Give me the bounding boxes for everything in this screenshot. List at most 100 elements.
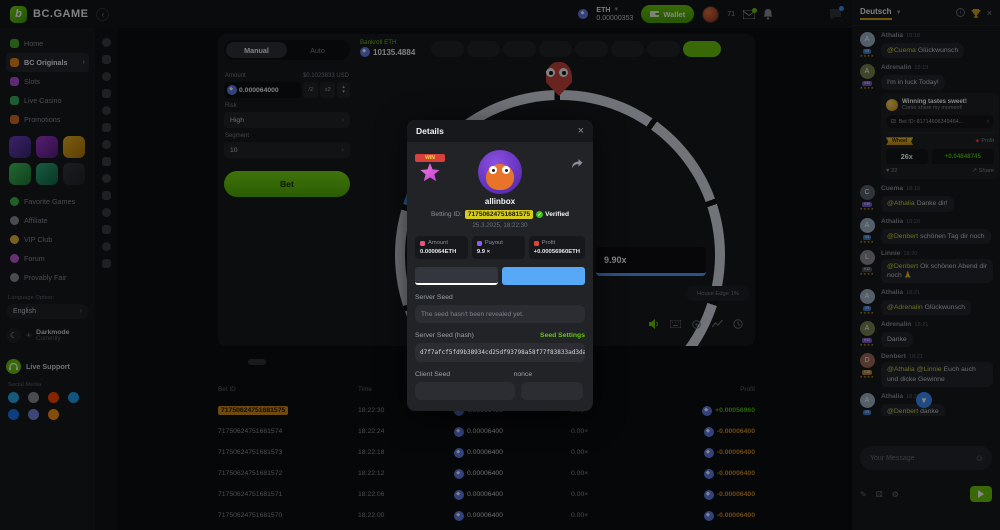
bet-id-cell[interactable]: 71750624751681574	[218, 428, 283, 435]
chat-username[interactable]: Adrenalin	[881, 321, 912, 329]
bet-id-cell[interactable]: 71750624751681570	[218, 512, 283, 519]
half-amount-button[interactable]: /2	[303, 82, 319, 98]
chat-username[interactable]: Linnie	[881, 249, 901, 257]
dice-icon[interactable]: ⚄	[875, 489, 883, 499]
amount-input[interactable]	[239, 82, 299, 98]
mention[interactable]: @Denbert	[887, 232, 919, 240]
plinko-game-icon[interactable]	[36, 136, 58, 158]
double-amount-button[interactable]: x2	[320, 82, 336, 98]
balance-selector[interactable]: ETH ▼ 0.00000353	[596, 7, 633, 22]
chat-rules-icon[interactable]: i	[955, 8, 965, 17]
history-result-chip[interactable]	[467, 41, 500, 57]
avatar[interactable]: A	[859, 289, 875, 305]
avatar[interactable]: A	[859, 32, 875, 47]
avatar[interactable]: A	[859, 217, 875, 233]
share-button[interactable]: ↗ Share	[972, 168, 994, 175]
chevron-down-icon[interactable]: ▼	[895, 9, 902, 16]
live-support-button[interactable]: Live Support	[6, 359, 89, 374]
sidebar-item[interactable]: Home	[6, 34, 89, 53]
close-icon[interactable]: ×	[577, 125, 584, 137]
sidebar-collapse-button[interactable]: ‹	[96, 7, 110, 21]
mini-game-icon[interactable]	[102, 38, 111, 47]
user-avatar[interactable]	[702, 5, 720, 23]
mini-game-icon[interactable]	[102, 208, 111, 217]
history-result-chip[interactable]	[575, 41, 608, 57]
sidebar-item[interactable]: Live Casino	[6, 91, 89, 110]
chat-username[interactable]: Athalia	[881, 32, 903, 39]
segment-select[interactable]: 10 ›	[224, 142, 350, 158]
mini-game-icon[interactable]	[102, 174, 111, 183]
stats-icon[interactable]	[711, 318, 723, 330]
send-message-button[interactable]	[970, 486, 992, 502]
bet-table-row[interactable]: 71750624751681574 18:22:24 0.00006400 0.…	[218, 421, 755, 442]
mention[interactable]: @Denbert	[887, 407, 919, 415]
mini-game-icon[interactable]	[102, 242, 111, 251]
history-result-chip[interactable]	[647, 41, 680, 57]
chat-username[interactable]: Athalia	[881, 289, 903, 297]
sound-icon[interactable]	[648, 318, 660, 330]
history-icon[interactable]	[732, 318, 744, 330]
emoji-icon[interactable]: ☺	[974, 453, 984, 463]
seed-settings-link[interactable]: Seed Settings	[540, 332, 585, 339]
chat-toggle-button[interactable]	[829, 6, 844, 20]
language-select[interactable]: English ›	[6, 304, 89, 319]
sidebar-item[interactable]: Provably Fair	[6, 268, 89, 287]
tab-auto[interactable]: Auto	[310, 45, 325, 55]
gif-icon[interactable]: ✎	[860, 489, 867, 499]
mini-game-icon[interactable]	[102, 72, 111, 81]
mention[interactable]: @Athalia @Linnie	[887, 366, 942, 374]
mini-game-icon[interactable]	[102, 89, 111, 98]
mini-game-icon[interactable]	[102, 157, 111, 166]
mini-game-icon[interactable]	[102, 106, 111, 115]
bc-logo-icon[interactable]: b	[10, 5, 27, 23]
bets-tab[interactable]	[248, 359, 266, 365]
dice-game-icon[interactable]	[63, 163, 85, 185]
mini-game-icon[interactable]	[102, 140, 111, 149]
chat-username[interactable]: Adrenalin	[881, 64, 912, 72]
scroll-to-bottom-button[interactable]: ▼	[916, 392, 932, 408]
bet-id-cell[interactable]: 71750624751681571	[218, 491, 283, 498]
sidebar-item[interactable]: Favorite Games	[6, 192, 89, 211]
player-avatar[interactable]	[478, 150, 522, 194]
chat-language-tab[interactable]: Deutsch	[860, 7, 892, 20]
sidebar-item[interactable]: BC Originals ›	[6, 53, 89, 72]
avatar[interactable]: D	[859, 353, 875, 369]
like-button[interactable]: ♥ 22	[886, 168, 898, 175]
bitcointalk-icon[interactable]	[48, 409, 59, 420]
risk-select[interactable]: High ›	[224, 112, 350, 128]
sidebar-item[interactable]: Promotions	[6, 110, 89, 129]
mini-game-icon[interactable]	[102, 259, 111, 268]
chat-username[interactable]: Denbert	[881, 353, 906, 361]
bet-table-row[interactable]: 71750624751681573 18:22:18 0.00006400 0.…	[218, 442, 755, 463]
outcome-tab[interactable]	[415, 267, 498, 285]
client-seed-input[interactable]	[415, 382, 515, 400]
nonce-input[interactable]	[521, 382, 583, 400]
mini-game-icon[interactable]	[102, 55, 111, 64]
chat-settings-icon[interactable]: ⚙	[891, 489, 899, 499]
chat-close-icon[interactable]: ×	[986, 7, 992, 18]
notifications-button[interactable]	[763, 8, 773, 20]
mention[interactable]: @Athalia	[887, 200, 915, 208]
avatar[interactable]: A	[859, 392, 875, 408]
chat-message-input[interactable]	[868, 453, 975, 463]
crystal-game-icon[interactable]	[36, 163, 58, 185]
facebook-icon[interactable]	[8, 409, 19, 420]
history-result-chip[interactable]	[683, 41, 721, 57]
leaf-game-icon[interactable]	[9, 163, 31, 185]
bet-table-row[interactable]: 71750624751681572 18:22:12 0.00006400 0.…	[218, 463, 755, 484]
player-username[interactable]: allinbox	[484, 197, 516, 206]
bet-id-cell[interactable]: 71750624751681572	[218, 470, 283, 477]
avatar[interactable]: A	[859, 64, 875, 80]
avatar[interactable]: L	[859, 249, 875, 265]
bet-id-cell[interactable]: 71750624751681573	[218, 449, 283, 456]
mention[interactable]: @Adrenalin	[887, 304, 923, 312]
medium-icon[interactable]	[28, 392, 39, 403]
chat-username[interactable]: Cuema	[881, 185, 903, 193]
twitter-icon[interactable]	[68, 392, 79, 403]
history-result-chip[interactable]	[539, 41, 572, 57]
server-seed-hash-value[interactable]: d7f7afcf5fd9b38934cd25df93798a58f77f8383…	[415, 343, 585, 362]
amount-stepper[interactable]: ▲ ▼	[337, 82, 350, 98]
telegram-icon[interactable]	[8, 392, 19, 403]
shared-bet-id[interactable]: ⚂ Bet ID: 81714606349464... ›	[886, 115, 994, 129]
mini-game-icon[interactable]	[102, 191, 111, 200]
